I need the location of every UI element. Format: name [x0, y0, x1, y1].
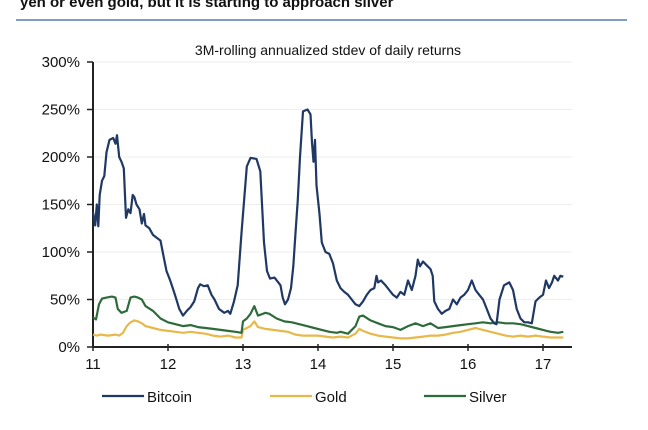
legend-label-silver: Silver: [469, 389, 507, 406]
series-line-gold: [92, 319, 564, 340]
chart-title: 3M-rolling annualized stdev of daily ret…: [195, 42, 461, 58]
series-lines: [91, 108, 564, 340]
series-line-silver: [92, 295, 564, 335]
x-tick-label: 16: [460, 356, 477, 373]
header-text: yen or even gold, but it is starting to …: [20, 0, 394, 11]
x-tick-label: 17: [535, 356, 552, 373]
x-axis: 11 12 13 14 15 16 17: [85, 344, 572, 373]
x-tick-label: 13: [235, 356, 252, 373]
y-tick-label: 0%: [58, 339, 80, 356]
y-tick-label: 50%: [50, 292, 80, 309]
gridlines: [93, 61, 572, 300]
y-axis: 0% 50% 100% 150% 200% 250% 300%: [42, 54, 94, 356]
series-line-bitcoin: [91, 108, 564, 326]
y-tick-label: 150%: [42, 197, 80, 214]
x-tick-label: 12: [160, 356, 177, 373]
header-rule: [16, 19, 627, 21]
legend-label-gold: Gold: [315, 389, 347, 406]
x-tick-label: 14: [310, 356, 327, 373]
legend-label-bitcoin: Bitcoin: [147, 389, 192, 406]
x-tick-label: 15: [385, 356, 402, 373]
x-tick-label: 11: [85, 356, 101, 373]
y-tick-label: 300%: [42, 54, 80, 71]
y-tick-label: 250%: [42, 102, 80, 119]
y-tick-label: 100%: [42, 244, 80, 261]
y-tick-label: 200%: [42, 149, 80, 166]
legend: Bitcoin Gold Silver: [102, 389, 507, 406]
